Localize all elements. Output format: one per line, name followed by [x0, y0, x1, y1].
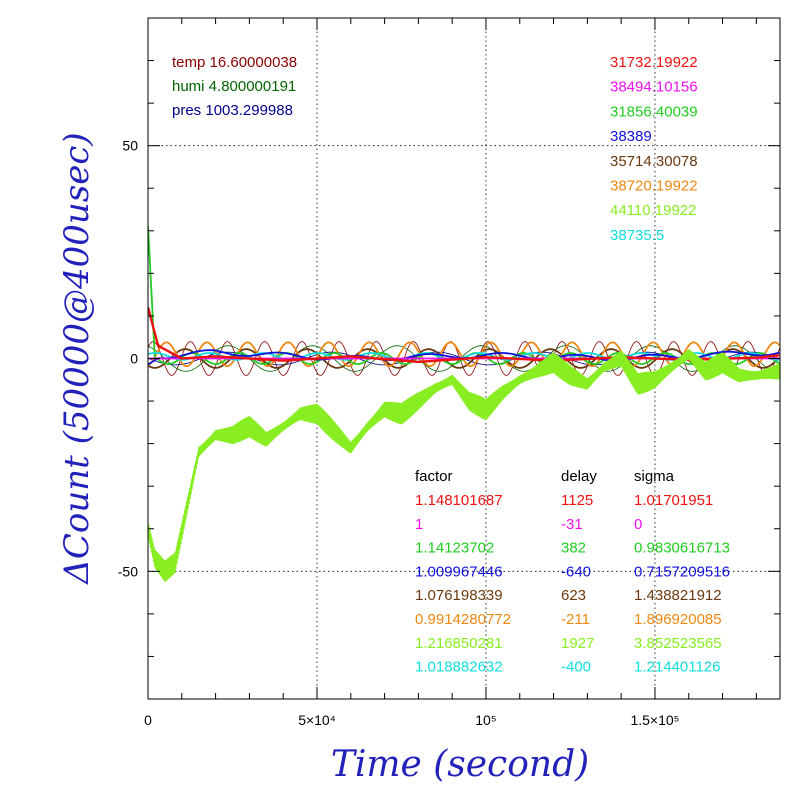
table-cell-sigma: 1.01701951 [634, 492, 713, 509]
environment-label: pres 1003.299988 [172, 102, 293, 119]
table-cell-delay: 382 [561, 540, 586, 557]
table-cell-sigma: 0 [634, 516, 642, 533]
table-cell-delay: 1125 [561, 492, 593, 509]
series-mean-label: 35714.30078 [610, 153, 698, 170]
series-mean-label: 31732.19922 [610, 54, 698, 71]
environment-label: humi 4.800000191 [172, 78, 296, 95]
plot-lines [148, 225, 780, 582]
series-mean-label: 44110.19922 [610, 202, 696, 219]
fit-parameter-table: factor delay sigma 1.148101687 1125 1.0170195… [415, 468, 730, 676]
table-cell-sigma: 1.438821912 [634, 587, 722, 604]
series-mean-label: 38720.19922 [610, 178, 698, 195]
x-axis-title: Time (second) [331, 744, 589, 785]
x-tick-label: 5×10⁴ [298, 712, 336, 728]
environment-legend: temp 16.60000038 humi 4.800000191 pres 100… [172, 54, 297, 119]
table-cell-delay: -640 [561, 563, 591, 580]
environment-label: temp 16.60000038 [172, 54, 297, 71]
y-tick-label: 0 [130, 351, 138, 367]
table-cell-delay: -211 [561, 611, 590, 628]
y-tick-label: 50 [122, 138, 138, 154]
tick-labels: 0 5×10⁴ 10⁵ 1.5×10⁵ 50 0 -50 [118, 138, 680, 728]
x-tick-label: 1.5×10⁵ [630, 712, 679, 728]
x-tick-label: 0 [144, 712, 152, 728]
series-mean-label: 38735.5 [610, 227, 664, 244]
table-header: delay [561, 468, 597, 485]
table-cell-delay: 623 [561, 587, 586, 604]
x-tick-label: 10⁵ [475, 712, 496, 728]
table-cell-factor: 1.14123702 [415, 540, 494, 557]
table-cell-sigma: 0.9830616713 [634, 540, 730, 557]
series-mean-label: 31856.40039 [610, 103, 698, 120]
series-mean-label: 38494.10156 [610, 79, 698, 96]
series-line [148, 348, 780, 369]
table-cell-delay: -400 [561, 659, 591, 676]
table-cell-factor: 0.9914280772 [415, 611, 511, 628]
table-cell-delay: -31 [561, 516, 583, 533]
table-cell-factor: 1 [415, 516, 423, 533]
table-cell-delay: 1927 [561, 635, 594, 652]
table-cell-factor: 1.009967446 [415, 563, 503, 580]
table-header: sigma [634, 468, 675, 485]
table-cell-factor: 1.018882632 [415, 659, 503, 676]
table-cell-sigma: 1.214401126 [634, 659, 720, 676]
table-cell-sigma: 0.7157209516 [634, 563, 730, 580]
axis-ticks [147, 17, 780, 700]
series-line [148, 307, 780, 364]
table-header: factor [415, 468, 453, 485]
series-mean-legend: 31732.19922 38494.10156 31856.40039 38389 35… [610, 54, 698, 244]
y-tick-label: -50 [118, 563, 138, 579]
table-cell-factor: 1.148101687 [415, 492, 503, 509]
series-line [148, 349, 780, 582]
table-cell-sigma: 3.852523565 [634, 635, 722, 652]
table-cell-factor: 1.076198339 [415, 587, 503, 604]
table-cell-factor: 1.216850281 [415, 635, 503, 652]
y-axis-title: ΔCount (50000@400usec) [57, 132, 97, 585]
series-mean-label: 38389 [610, 128, 652, 145]
table-cell-sigma: 1.896920085 [634, 611, 722, 628]
environment-line [148, 341, 780, 376]
